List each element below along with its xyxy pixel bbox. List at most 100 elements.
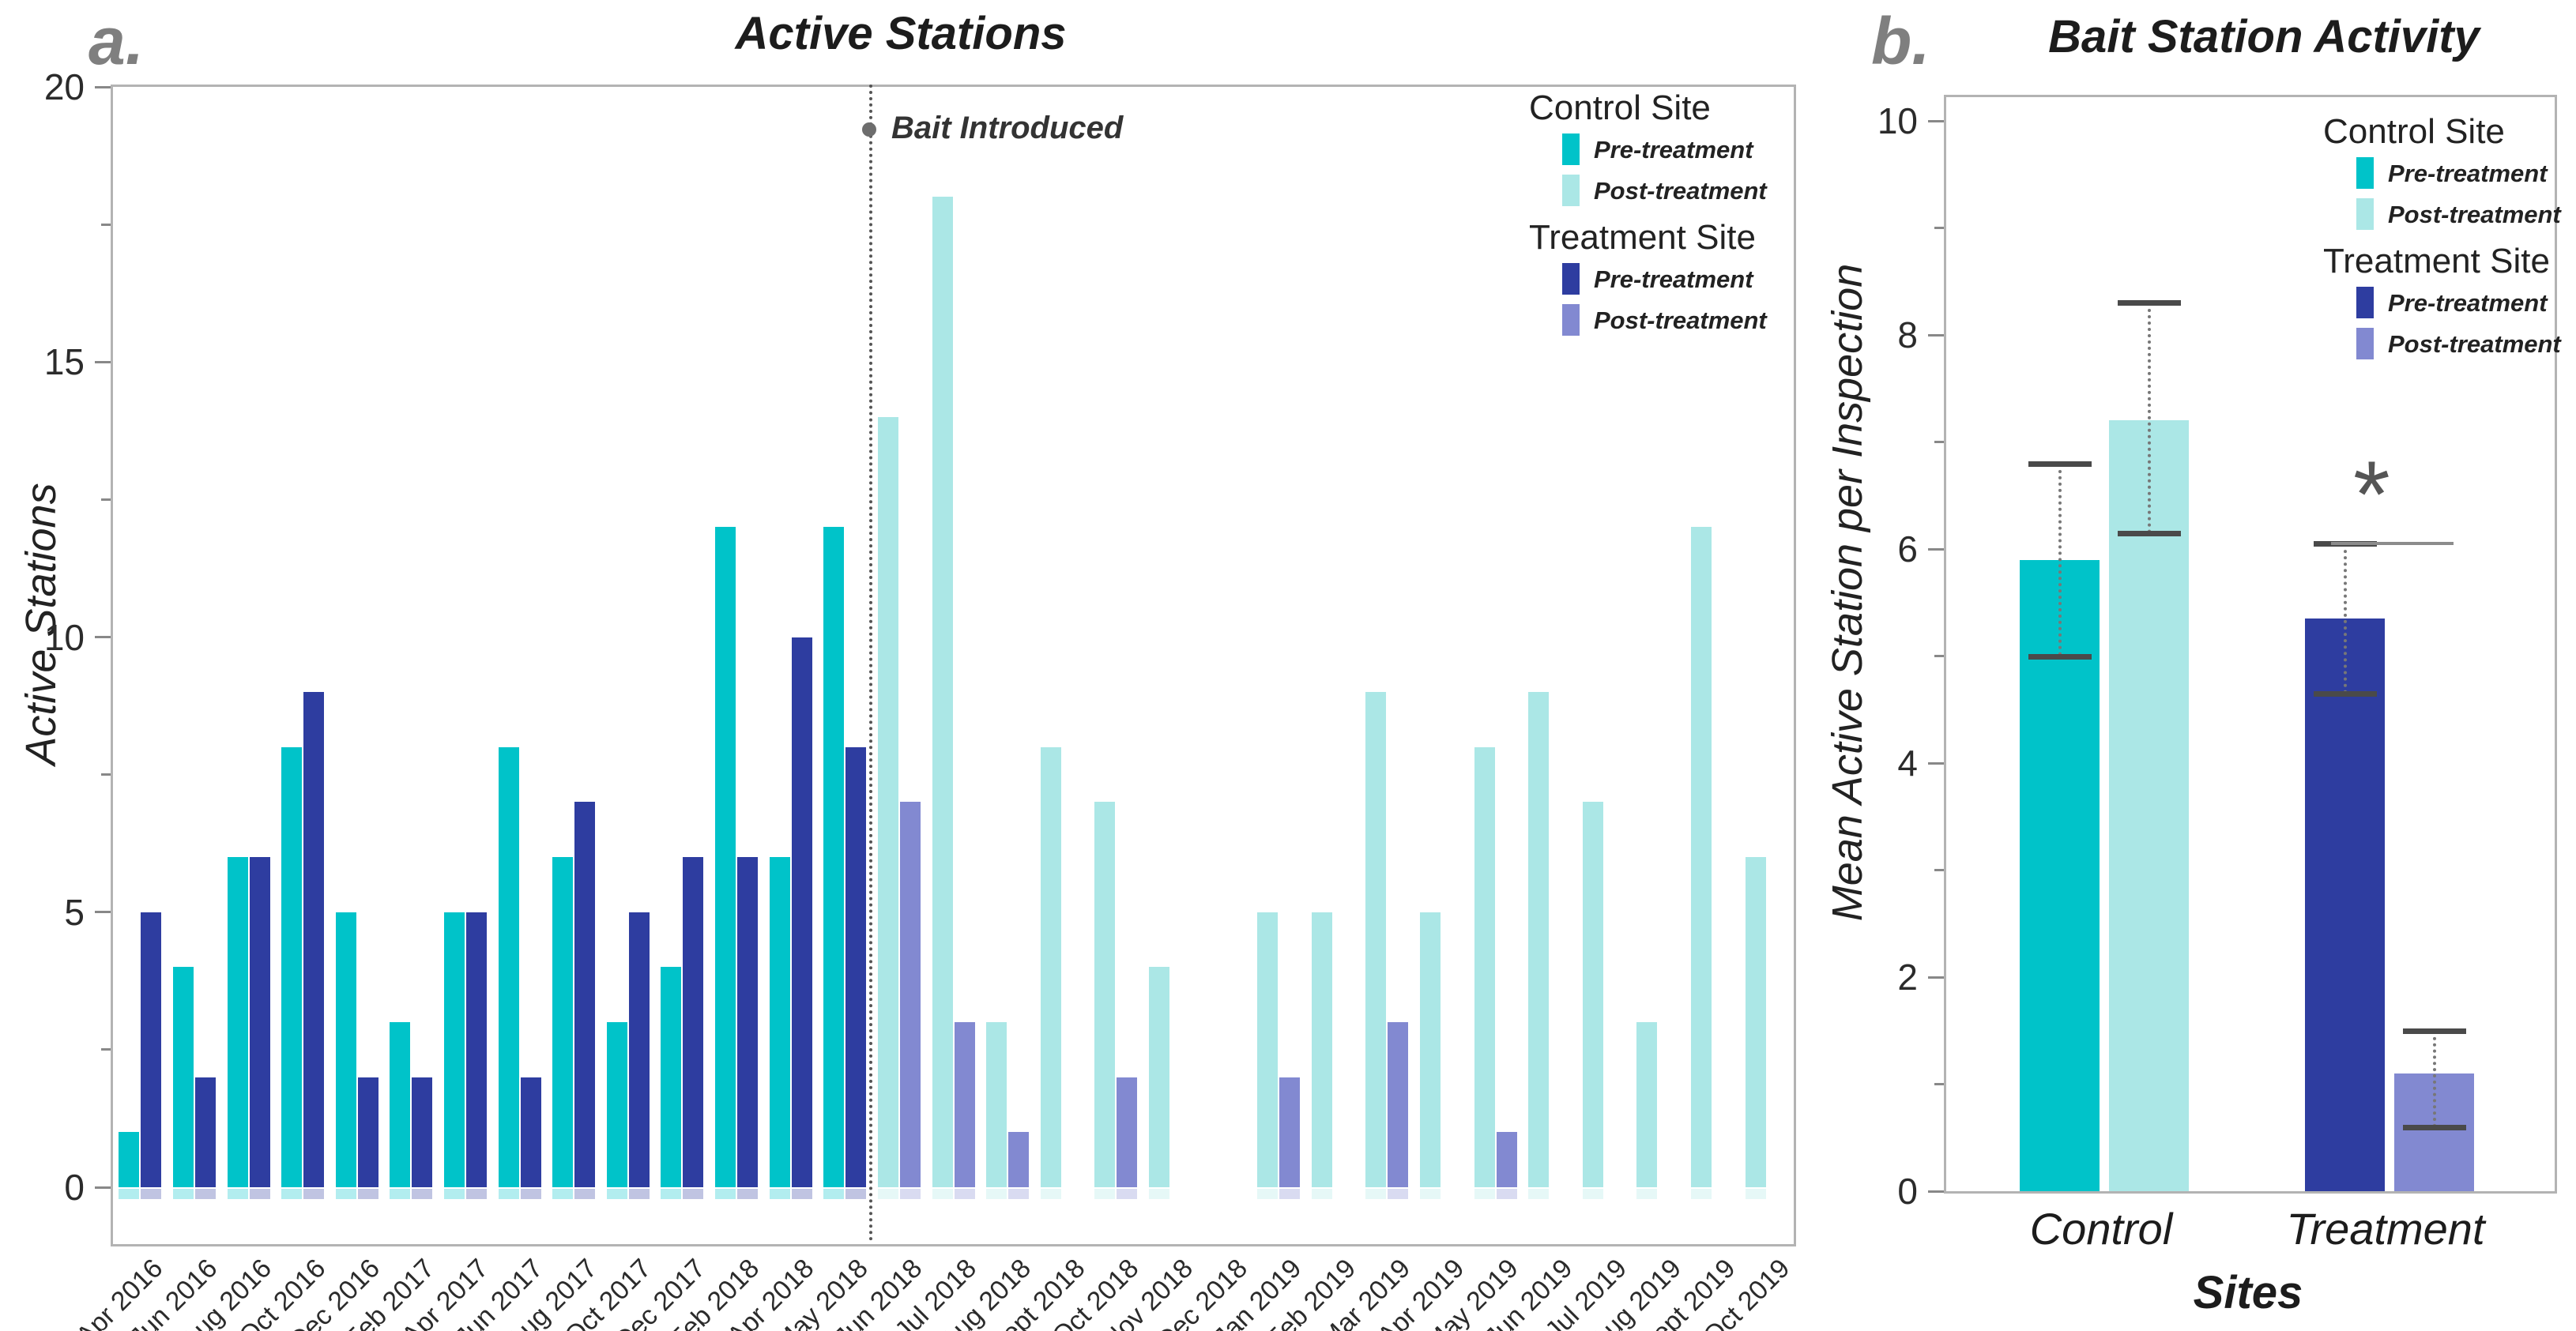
bar-treatment-pre-Jun 2017 — [520, 1077, 541, 1187]
bar-control-pre-Aug 2016-shadow — [227, 1189, 248, 1199]
bar-control-post-Oct 2019 — [1745, 857, 1766, 1187]
error-bar-cap-high — [2117, 300, 2181, 306]
legend-a-control-post-label: Post-treatment — [1594, 176, 1767, 205]
bar-treatment-pre-Apr 2018 — [791, 637, 812, 1187]
bar-control-pre-Dec 2016-shadow — [335, 1189, 356, 1199]
treatment-post-swatch — [1562, 304, 1580, 336]
significance-line — [2331, 542, 2454, 545]
y-major-tick-a — [95, 911, 111, 914]
y-minor-tick-b — [1934, 227, 1944, 229]
error-bar-cap-high — [2028, 461, 2092, 467]
y-major-tick-a — [95, 360, 111, 363]
bar-control-post-Jun 2018-shadow — [877, 1189, 898, 1199]
category-label-treatment: Treatment — [2286, 1204, 2485, 1254]
y-tick-label-a: 15 — [43, 341, 85, 383]
y-major-tick-b — [1928, 1190, 1944, 1193]
bar-control-pre-Jun 2017-shadow — [498, 1189, 519, 1199]
bar-treatment-pre-Feb 2018 — [737, 857, 759, 1187]
bar-control-pre-Oct 2016 — [281, 746, 303, 1187]
bar-control-post-Feb 2019-shadow — [1311, 1189, 1332, 1199]
panel-a-letter: a. — [89, 4, 145, 78]
y-major-tick-a — [95, 85, 111, 88]
error-bar-cap-low — [2028, 653, 2092, 660]
bar-treatment-post-Jul 2018 — [954, 1022, 975, 1187]
y-tick-label-a: 10 — [43, 616, 85, 658]
treatment-post-swatch — [2356, 328, 2374, 359]
bar-control-pre-Apr 2016 — [119, 1132, 140, 1187]
bar-control-post-Jun 2019 — [1528, 692, 1550, 1187]
y-tick-label-b: 8 — [1897, 314, 1918, 355]
bar-treatment-pre-May 2018-shadow — [845, 1189, 867, 1199]
bar-control-post-Jan 2019 — [1257, 912, 1279, 1187]
bar-treatment-pre-Apr 2017-shadow — [465, 1189, 487, 1199]
category-label-control: Control — [2029, 1204, 2173, 1254]
bar-control-pre-Dec 2016 — [335, 912, 356, 1187]
bar-treatment-pre-Jun 2016-shadow — [194, 1189, 216, 1199]
bar-treatment-pre-Oct 2016 — [303, 692, 325, 1187]
bar-control-post-Jul 2019-shadow — [1582, 1189, 1603, 1199]
control-pre-swatch — [1562, 133, 1580, 165]
bar-treatment-pre-Oct 2016-shadow — [303, 1189, 325, 1199]
bar-control-pre-Aug 2017-shadow — [552, 1189, 574, 1199]
bar-control-post-Oct 2019-shadow — [1745, 1189, 1766, 1199]
y-minor-tick-b — [1934, 1083, 1944, 1085]
bar-control-post-Aug 2018 — [986, 1022, 1007, 1187]
legend-a-control-pre-label: Pre-treatment — [1594, 135, 1753, 164]
bar-control-pre-Feb 2018-shadow — [715, 1189, 736, 1199]
bar-control-post-Sept 2019-shadow — [1691, 1189, 1712, 1199]
panel-b-title: Bait Station Activity — [2048, 11, 2480, 62]
bait-introduced-annotation: Bait Introduced — [891, 111, 1124, 145]
bar-control-post-Oct 2018-shadow — [1094, 1189, 1116, 1199]
y-major-tick-a — [95, 1186, 111, 1189]
bar-control-pre-treatment — [2020, 559, 2100, 1191]
legend-b-treatment-title: Treatment Site — [2323, 242, 2550, 280]
error-bar-cap-low — [2402, 1124, 2466, 1130]
control-post-swatch — [2356, 198, 2374, 230]
bar-treatment-post-May 2019 — [1496, 1132, 1517, 1187]
bar-control-post-Mar 2019-shadow — [1365, 1189, 1387, 1199]
legend-a-treatment-pre-label: Pre-treatment — [1594, 265, 1753, 293]
bar-control-pre-Jun 2017 — [498, 746, 519, 1187]
panel-b-plot-area: 0 2 4 6 8 10 — [1877, 95, 2557, 1209]
error-bar-cap-low — [2117, 530, 2181, 536]
bar-control-pre-Aug 2017 — [552, 857, 574, 1187]
bar-treatment-pre-Jun 2017-shadow — [520, 1189, 541, 1199]
bar-treatment-post-Aug 2018-shadow — [1008, 1189, 1030, 1199]
legend-b-control-title: Control Site — [2323, 112, 2505, 151]
legend-a-control-pre-item: Pre-treatment — [1562, 133, 1767, 165]
bar-treatment-pre-Dec 2017 — [683, 857, 704, 1187]
bar-control-post-May 2019-shadow — [1474, 1189, 1495, 1199]
panel-a-bars-layer — [113, 87, 1794, 1199]
panel-a-title: Active Stations — [735, 8, 1067, 59]
y-minor-tick-b — [1934, 655, 1944, 657]
panel-a-legend: Control Site Pre-treatment Post-treatmen… — [1529, 91, 1767, 345]
bar-treatment-post-Jul 2018-shadow — [954, 1189, 975, 1199]
bar-control-post-Jun 2019-shadow — [1528, 1189, 1550, 1199]
bar-control-pre-Apr 2017-shadow — [443, 1189, 465, 1199]
y-minor-tick-a — [101, 223, 111, 226]
legend-b-control-post-label: Post-treatment — [2388, 200, 2561, 228]
significance-asterisk: * — [2353, 442, 2390, 547]
bar-control-post-Sept 2019 — [1691, 527, 1712, 1187]
bar-treatment-post-Jun 2018-shadow — [899, 1189, 921, 1199]
error-bar-stem — [2432, 1030, 2436, 1127]
bar-control-post-Sept 2018-shadow — [1040, 1189, 1061, 1199]
y-major-tick-b — [1928, 119, 1944, 122]
y-tick-label-b: 4 — [1897, 743, 1918, 784]
bar-control-pre-Feb 2018 — [715, 527, 736, 1187]
bar-treatment-pre-Apr 2016 — [141, 912, 162, 1187]
legend-b-control-post-item: Post-treatment — [2356, 198, 2561, 230]
bar-treatment-pre-Aug 2016 — [249, 857, 270, 1187]
bar-control-pre-Jun 2016 — [172, 967, 194, 1187]
bar-treatment-pre-treatment — [2305, 619, 2385, 1191]
bar-treatment-post-Jan 2019 — [1279, 1077, 1301, 1187]
legend-b-treatment-post-item: Post-treatment — [2356, 328, 2561, 359]
panel-b-y-axis-label: Mean Active Station per Inspection — [1824, 263, 1871, 922]
bar-control-pre-Apr 2018 — [769, 857, 790, 1187]
bar-treatment-pre-Apr 2017 — [465, 912, 487, 1187]
legend-a-control-post-item: Post-treatment — [1562, 175, 1767, 206]
bar-treatment-pre-Dec 2016 — [357, 1077, 378, 1187]
bar-control-post-Apr 2019 — [1420, 912, 1441, 1187]
y-minor-tick-a — [101, 1048, 111, 1051]
